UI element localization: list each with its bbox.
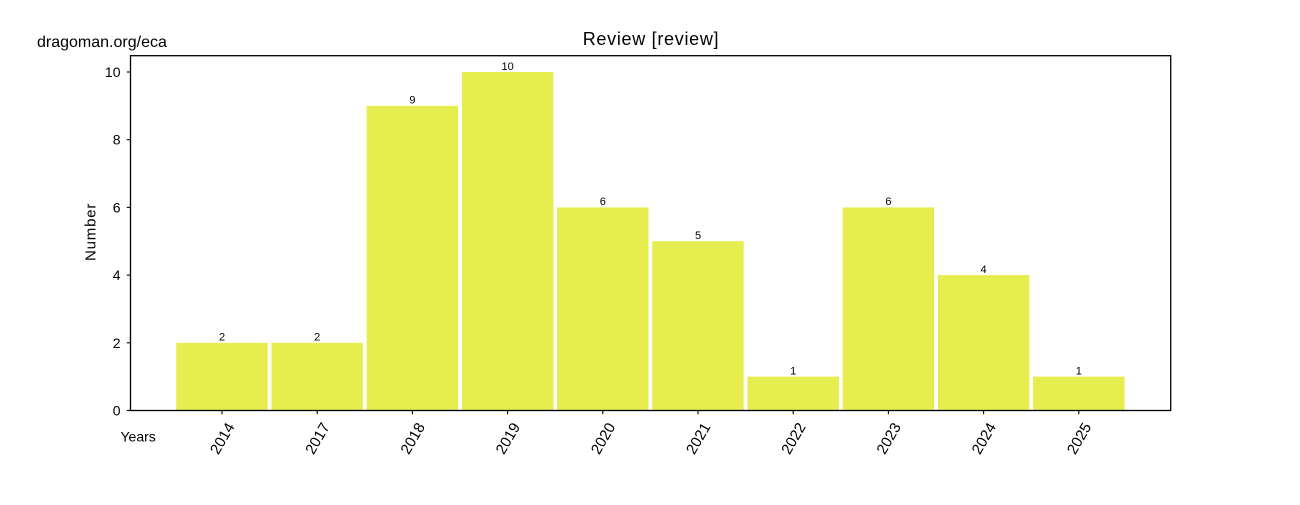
- svg-text:6: 6: [885, 196, 891, 208]
- svg-text:2021: 2021: [683, 420, 714, 457]
- svg-text:6: 6: [113, 199, 121, 215]
- svg-text:1: 1: [790, 365, 796, 377]
- svg-text:10: 10: [501, 61, 513, 73]
- svg-text:1: 1: [1076, 365, 1082, 377]
- svg-text:2017: 2017: [302, 420, 333, 457]
- svg-text:2025: 2025: [1064, 420, 1095, 457]
- svg-text:2022: 2022: [778, 420, 809, 457]
- svg-text:dragoman.org/eca: dragoman.org/eca: [37, 34, 167, 51]
- svg-text:2: 2: [219, 332, 225, 344]
- svg-text:4: 4: [113, 267, 121, 283]
- svg-text:2: 2: [314, 332, 320, 344]
- svg-text:2018: 2018: [397, 420, 428, 457]
- svg-text:2: 2: [113, 335, 121, 351]
- svg-text:9: 9: [409, 95, 415, 107]
- svg-text:0: 0: [113, 403, 121, 419]
- svg-text:2020: 2020: [588, 420, 619, 457]
- svg-text:10: 10: [105, 64, 121, 80]
- svg-text:2019: 2019: [493, 420, 524, 457]
- svg-text:2024: 2024: [969, 420, 1000, 457]
- svg-text:4: 4: [981, 264, 987, 276]
- svg-text:2014: 2014: [207, 420, 238, 457]
- svg-text:8: 8: [113, 132, 121, 148]
- svg-text:Review [review]: Review [review]: [583, 29, 720, 49]
- svg-text:2023: 2023: [873, 420, 904, 457]
- svg-text:5: 5: [695, 230, 701, 242]
- svg-text:Years: Years: [121, 429, 156, 445]
- svg-text:6: 6: [600, 196, 606, 208]
- svg-text:Number: Number: [83, 203, 100, 261]
